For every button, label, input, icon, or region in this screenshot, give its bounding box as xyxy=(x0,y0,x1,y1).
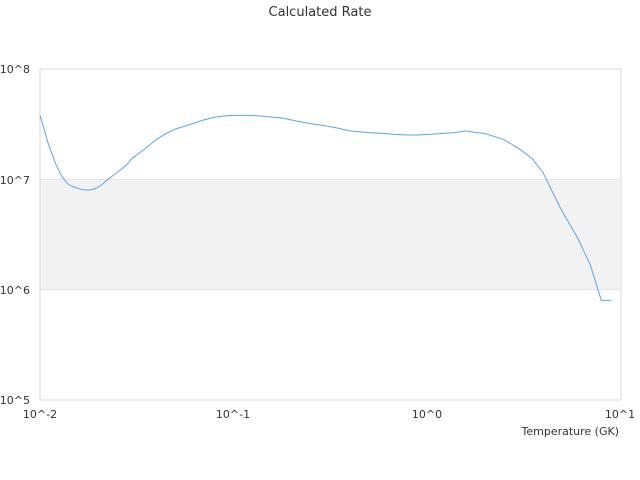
x-tick-label: 10^1 xyxy=(605,408,635,421)
band-rect xyxy=(40,179,620,290)
y-tick-label: 10^6 xyxy=(0,284,30,297)
shaded-band xyxy=(40,179,620,290)
y-tick-label: 10^5 xyxy=(0,394,30,407)
series-layer xyxy=(39,114,612,301)
x-tick-label: 10^-1 xyxy=(216,408,250,421)
y-tick-label: 10^7 xyxy=(0,174,30,187)
x-tick-label: 10^0 xyxy=(412,408,442,421)
chart-title: Calculated Rate xyxy=(269,5,372,20)
x-axis-label: Temperature (GK) xyxy=(521,425,620,438)
y-tick-label: 10^8 xyxy=(0,63,30,76)
plot-frame xyxy=(39,68,622,401)
series-line xyxy=(39,114,612,301)
x-tick-label: 10^-2 xyxy=(23,408,57,421)
